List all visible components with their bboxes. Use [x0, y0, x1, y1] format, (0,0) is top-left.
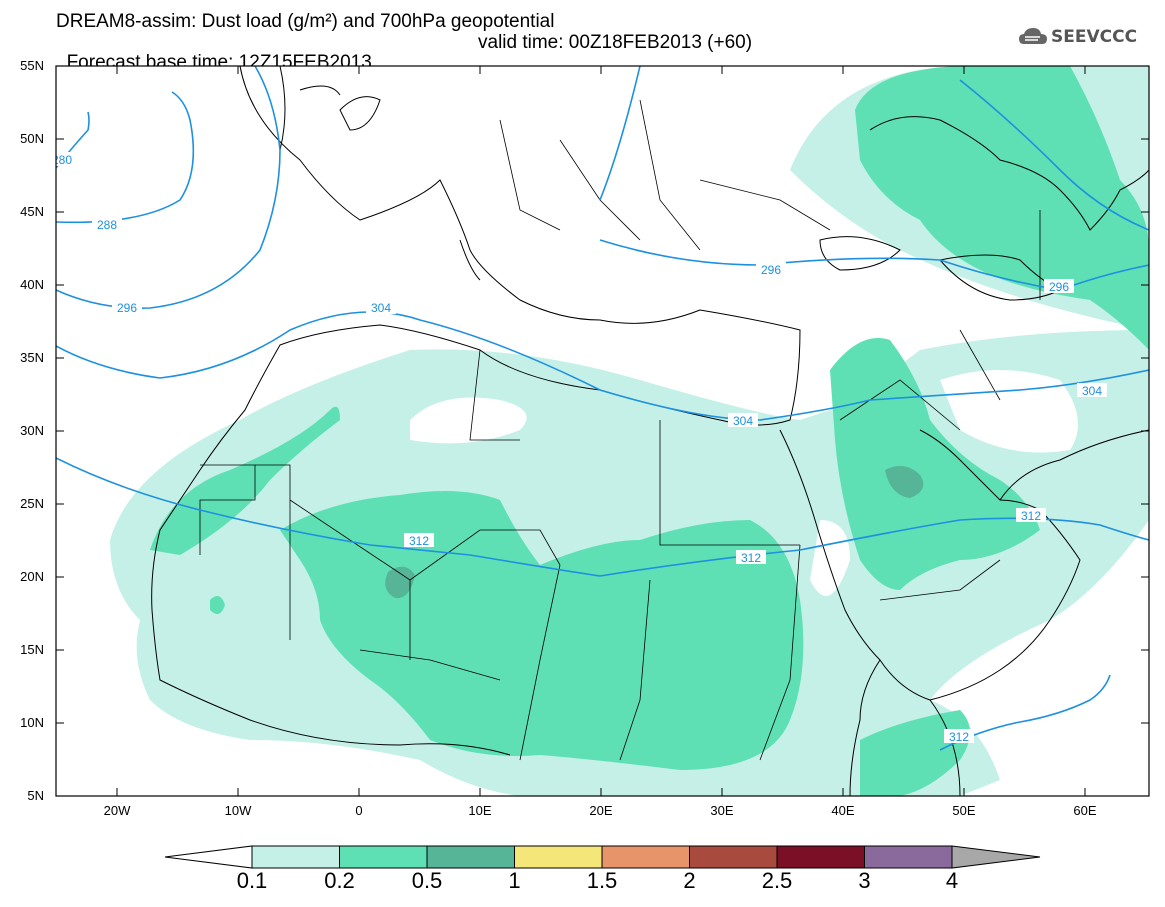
dust-clear-areas	[410, 370, 1078, 596]
map-area: 280 288 296 304 304 296 296 304 312 312 …	[52, 66, 1149, 796]
lat-label: 20N	[20, 569, 44, 584]
colorbar-tick-label: 3	[858, 868, 871, 893]
lon-label: 10W	[224, 803, 252, 818]
lat-label: 5N	[27, 788, 44, 803]
colorbar-bin	[601, 845, 690, 869]
colorbar-tick-label: 1	[508, 868, 521, 893]
colorbar-tick-label: 1.5	[586, 868, 618, 893]
colorbar-tick-label: 0.1	[236, 868, 268, 893]
colorbar	[164, 845, 1041, 869]
colorbar-bin	[514, 845, 603, 869]
contour-label: 280	[52, 153, 72, 167]
lon-label: 60E	[1073, 803, 1097, 818]
dust-layer-high	[385, 466, 924, 599]
colorbar-tick-label: 2.5	[761, 868, 793, 893]
lon-label: 20E	[589, 803, 613, 818]
contour-label: 312	[741, 551, 761, 565]
lon-label: 20W	[103, 803, 131, 818]
lat-label: 25N	[20, 496, 44, 511]
contour-label: 312	[409, 534, 429, 548]
lat-label: 40N	[20, 277, 44, 292]
dust-layer-mid	[150, 66, 1149, 796]
colorbar-tick-label: 0.5	[411, 868, 443, 893]
contour-label: 312	[1021, 509, 1041, 523]
lon-label: 50E	[952, 803, 976, 818]
contour-label: 296	[761, 263, 781, 277]
lat-label: 55N	[20, 58, 44, 73]
logo-text: SEEVCCC	[1051, 27, 1138, 47]
colorbar-tick-label: 0.2	[324, 868, 355, 893]
colorbar-under-arrow	[164, 845, 253, 869]
valid-time: valid time: 00Z18FEB2013 (+60)	[478, 32, 753, 53]
country-borders	[199, 99, 1041, 761]
colorbar-bin	[339, 845, 428, 869]
lat-label: 50N	[20, 131, 44, 146]
contour-label: 296	[117, 301, 137, 315]
seevccc-logo: SEEVCCC	[1018, 26, 1137, 48]
cloud-icon	[1019, 28, 1047, 44]
contour-label: 304	[371, 301, 391, 315]
lon-label: 30E	[710, 803, 734, 818]
lat-label: 30N	[20, 423, 44, 438]
lon-label: 40E	[831, 803, 855, 818]
lat-label: 45N	[20, 204, 44, 219]
lon-label: 0	[355, 803, 363, 818]
contour-label: 304	[1082, 384, 1102, 398]
colorbar-bin	[426, 845, 515, 869]
colorbar-bin	[251, 845, 340, 869]
contour-labels: 280 288 296 304 304 296 296 304 312 312 …	[52, 152, 1107, 744]
colorbar-bin	[776, 845, 865, 869]
map-title: DREAM8-assim: Dust load (g/m²) and 700hP…	[56, 11, 555, 32]
colorbar-bin	[864, 845, 953, 869]
lat-label: 15N	[20, 642, 44, 657]
contour-label: 296	[1049, 280, 1069, 294]
colorbar-tick-label: 2	[683, 868, 696, 893]
colorbar-over-arrow	[951, 845, 1041, 869]
lat-label: 10N	[20, 715, 44, 730]
lon-label: 10E	[468, 803, 492, 818]
axis-ticks	[56, 65, 1149, 796]
lat-label: 35N	[20, 350, 44, 365]
contour-label: 304	[733, 414, 753, 428]
contour-label: 312	[949, 730, 969, 744]
colorbar-tick-label: 4	[945, 868, 959, 893]
contour-label: 288	[97, 218, 117, 232]
colorbar-bin	[689, 845, 778, 869]
